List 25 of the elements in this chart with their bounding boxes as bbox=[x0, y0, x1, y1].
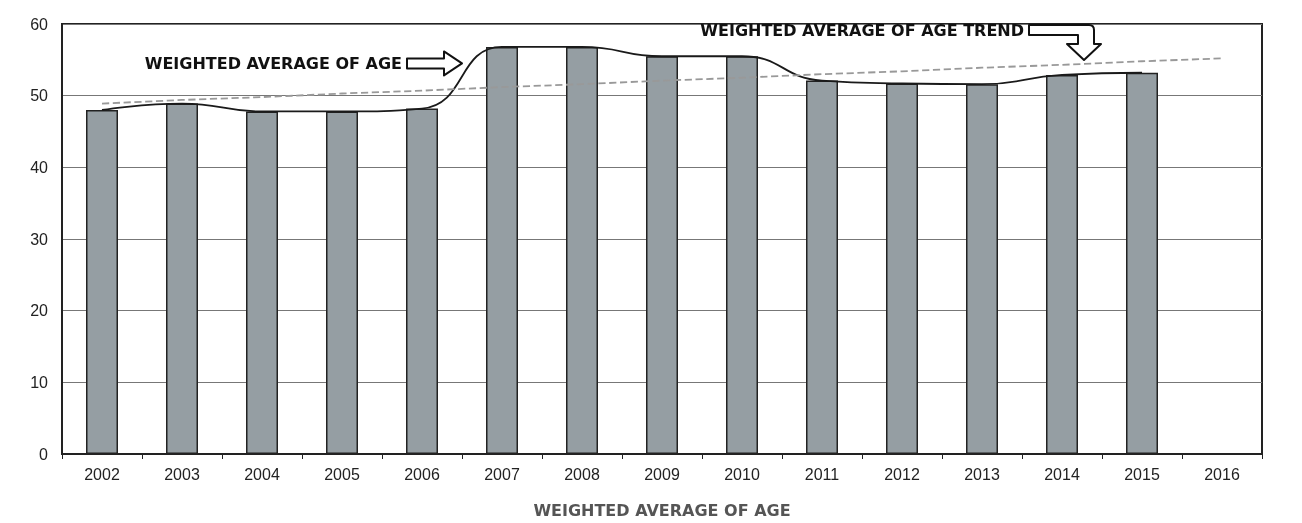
x-tick-label: 2003 bbox=[164, 465, 200, 483]
x-tick-label: 2010 bbox=[724, 465, 760, 483]
x-tick-label: 2012 bbox=[884, 465, 920, 483]
x-tick-label: 2013 bbox=[964, 465, 1000, 483]
x-tick-label: 2015 bbox=[1124, 465, 1160, 483]
x-tick-label: 2006 bbox=[404, 465, 440, 483]
y-tick-label: 60 bbox=[30, 15, 49, 33]
x-tick-label: 2014 bbox=[1044, 465, 1080, 483]
x-tick-label: 2002 bbox=[84, 465, 120, 483]
x-tick-label: 2016 bbox=[1204, 465, 1240, 483]
y-tick-label: 0 bbox=[39, 445, 49, 463]
x-tick-label: 2008 bbox=[564, 465, 600, 483]
y-tick-label: 30 bbox=[30, 230, 49, 248]
y-tick-label: 10 bbox=[30, 373, 49, 391]
x-tick-label: 2007 bbox=[484, 465, 520, 483]
y-tick-label: 40 bbox=[30, 158, 49, 176]
x-tick-label: 2011 bbox=[804, 465, 840, 483]
x-tick-label: 2005 bbox=[324, 465, 360, 483]
y-tick-label: 20 bbox=[30, 302, 49, 320]
annotation: WEIGHTED AVERAGE OF AGE bbox=[144, 53, 402, 73]
y-tick-label: 50 bbox=[30, 87, 49, 105]
x-tick-label: 2009 bbox=[644, 465, 680, 483]
annotation: WEIGHTED AVERAGE OF AGE TREND bbox=[700, 21, 1024, 41]
x-tick-label: 2004 bbox=[244, 465, 280, 483]
x-axis-title: WEIGHTED AVERAGE OF AGE bbox=[533, 500, 791, 520]
